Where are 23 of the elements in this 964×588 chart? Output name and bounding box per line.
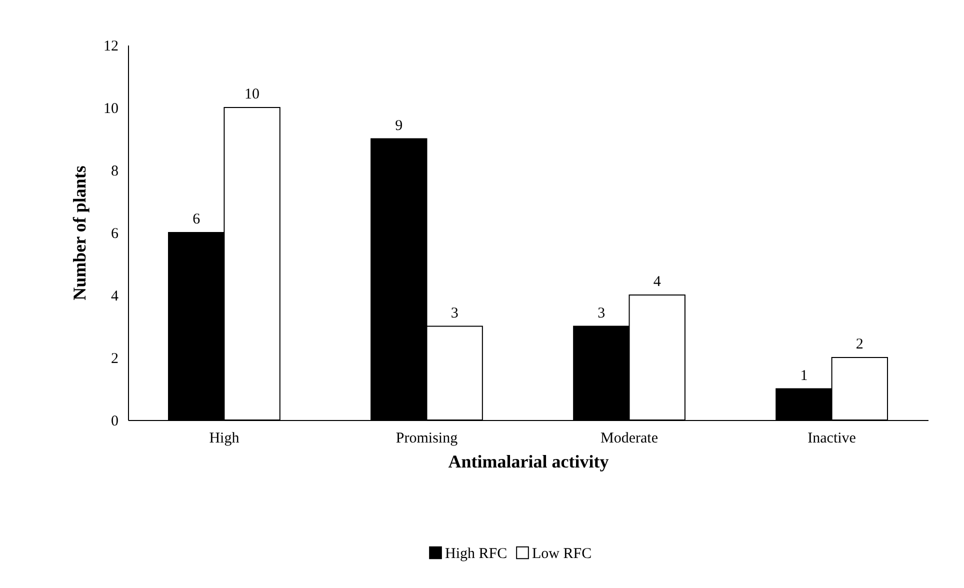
x-tick-label: High [209, 430, 240, 446]
y-tick-label: 2 [111, 351, 118, 367]
x-tick-label: Inactive [808, 430, 856, 446]
y-tick-label: 10 [104, 101, 118, 117]
y-tick-label: 4 [111, 288, 119, 304]
x-tick-label: Moderate [600, 430, 658, 446]
data-label: 6 [192, 212, 201, 228]
y-tick-label: 8 [111, 164, 118, 180]
data-label: 4 [653, 274, 662, 290]
x-axis-title: Antimalarial activity [448, 452, 609, 472]
legend-label: Low RFC [532, 546, 592, 562]
x-tick-label: Promising [396, 430, 458, 446]
y-tick-label: 0 [111, 414, 118, 430]
data-label: 10 [244, 86, 260, 102]
data-label: 3 [598, 305, 606, 322]
y-tick-label: 12 [104, 38, 118, 54]
data-label: 1 [800, 368, 808, 384]
data-label: 3 [450, 305, 458, 322]
y-axis-title: Number of plants [70, 166, 90, 300]
legend-label: High RFC [445, 546, 508, 562]
y-tick-label: 6 [111, 226, 119, 242]
data-label: 9 [395, 118, 403, 134]
data-label: 2 [856, 336, 864, 352]
